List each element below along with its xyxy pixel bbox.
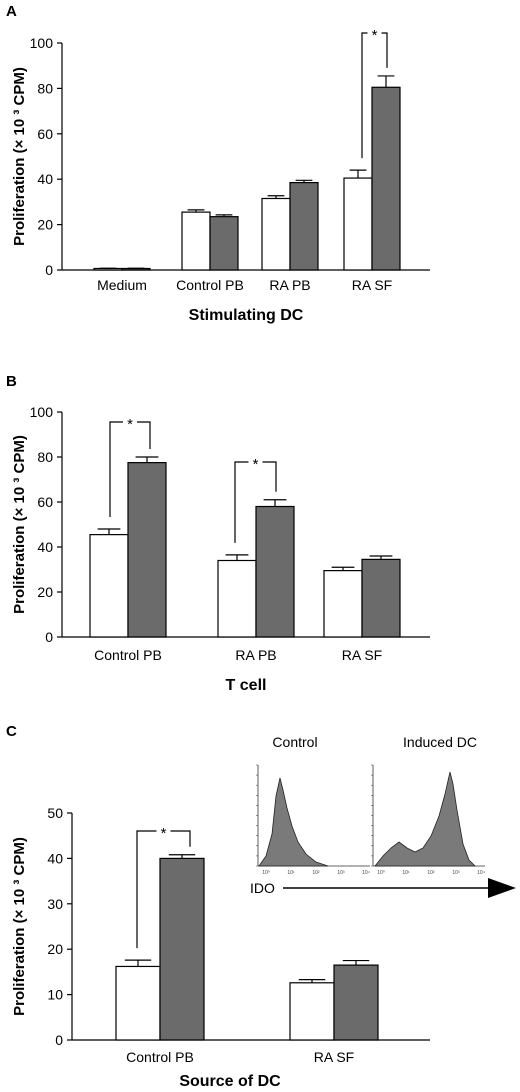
hist-tick-label: 10¹ bbox=[287, 870, 295, 876]
hist-tick-label: 10⁰ bbox=[262, 870, 270, 876]
y-tick-label: 0 bbox=[55, 1032, 63, 1048]
bar-filled bbox=[255, 505, 295, 638]
significance-bg bbox=[156, 823, 171, 837]
x-axis-label: T cell bbox=[226, 677, 267, 694]
y-tick-label: 0 bbox=[45, 629, 53, 645]
ido-inset: Control 10⁰ 10¹ 10² 10³ 10⁴ Induced DC 10⁰ 10¹ 10… bbox=[250, 734, 516, 898]
bar-filled bbox=[361, 558, 401, 638]
bar-filled bbox=[333, 964, 379, 1041]
y-axis-label: Proliferation (× 10 ³ CPM) bbox=[11, 435, 28, 614]
significance-star: * bbox=[372, 27, 378, 44]
significance-bg bbox=[248, 454, 263, 468]
bar-open bbox=[343, 177, 373, 271]
bar-open bbox=[289, 982, 335, 1041]
significance-star: * bbox=[161, 825, 167, 842]
y-tick-label: 40 bbox=[37, 171, 53, 187]
panel-letter: B bbox=[6, 373, 17, 390]
y-tick-label: 40 bbox=[47, 850, 63, 866]
inset-title: Induced DC bbox=[403, 734, 477, 750]
significance-star: * bbox=[127, 416, 133, 433]
bar-open bbox=[323, 570, 363, 638]
category-label: RA PB bbox=[235, 647, 276, 663]
y-tick-label: 60 bbox=[37, 126, 53, 142]
category-label: RA SF bbox=[342, 647, 382, 663]
ido-arrow-head bbox=[488, 878, 516, 898]
y-axis-label: Proliferation (× 10 ³ CPM) bbox=[11, 67, 28, 246]
ido-histogram bbox=[258, 777, 329, 867]
y-tick-label: 20 bbox=[37, 584, 53, 600]
category-label: Control PB bbox=[176, 277, 244, 293]
y-tick-label: 20 bbox=[47, 941, 63, 957]
bar-filled bbox=[209, 216, 239, 271]
y-tick-label: 20 bbox=[37, 217, 53, 233]
x-axis-label: Stimulating DC bbox=[189, 307, 304, 324]
hist-tick-label: 10¹ bbox=[402, 870, 410, 876]
category-label: RA PB bbox=[269, 277, 310, 293]
hist-tick-label: 10² bbox=[312, 870, 320, 876]
y-tick-label: 100 bbox=[30, 404, 54, 420]
y-tick-label: 100 bbox=[30, 35, 54, 51]
significance-bg bbox=[123, 414, 137, 428]
bar-filled bbox=[371, 86, 401, 271]
y-axis-label: Proliferation (× 10 ³ CPM) bbox=[11, 837, 28, 1016]
bar-filled bbox=[127, 462, 167, 638]
y-tick-label: 80 bbox=[37, 80, 53, 96]
y-tick-label: 60 bbox=[37, 494, 53, 510]
hist-tick-label: 10³ bbox=[452, 870, 460, 876]
panel-letter: C bbox=[6, 723, 17, 740]
hist-tick-label: 10⁰ bbox=[377, 870, 385, 876]
hist-tick-label: 10² bbox=[427, 870, 435, 876]
bar-filled bbox=[289, 182, 319, 271]
inset-title: Control bbox=[272, 734, 317, 750]
panel-letter: A bbox=[6, 3, 17, 20]
significance-bg bbox=[367, 25, 382, 39]
category-label: Medium bbox=[97, 277, 147, 293]
bar-open bbox=[217, 559, 257, 638]
y-tick-label: 80 bbox=[37, 449, 53, 465]
y-tick-label: 40 bbox=[37, 539, 53, 555]
y-tick-label: 0 bbox=[45, 262, 53, 278]
hist-tick-label: 10³ bbox=[337, 870, 345, 876]
bar-open bbox=[181, 211, 211, 271]
category-label: Control PB bbox=[94, 647, 162, 663]
bar-open bbox=[115, 965, 161, 1041]
bar-open bbox=[261, 197, 291, 271]
panel-c: C 0 10 20 30 40 50 Proliferation (× 10 ³ CPM) So… bbox=[6, 723, 516, 1090]
y-tick-label: 30 bbox=[47, 896, 63, 912]
y-tick-label: 10 bbox=[47, 987, 63, 1003]
hist-tick-label: 10⁴ bbox=[362, 870, 370, 876]
hist-tick-label: 10⁴ bbox=[477, 870, 485, 876]
bar-open bbox=[89, 534, 129, 638]
x-axis-label: Source of DC bbox=[179, 1073, 281, 1090]
significance-star: * bbox=[253, 456, 259, 473]
category-label: Control PB bbox=[126, 1049, 194, 1065]
y-tick-label: 50 bbox=[47, 805, 63, 821]
bar-filled bbox=[159, 857, 205, 1041]
category-label: RA SF bbox=[352, 277, 392, 293]
category-label: RA SF bbox=[314, 1049, 354, 1065]
ido-histogram bbox=[374, 771, 476, 867]
ido-marker-label: IDO bbox=[250, 880, 275, 896]
